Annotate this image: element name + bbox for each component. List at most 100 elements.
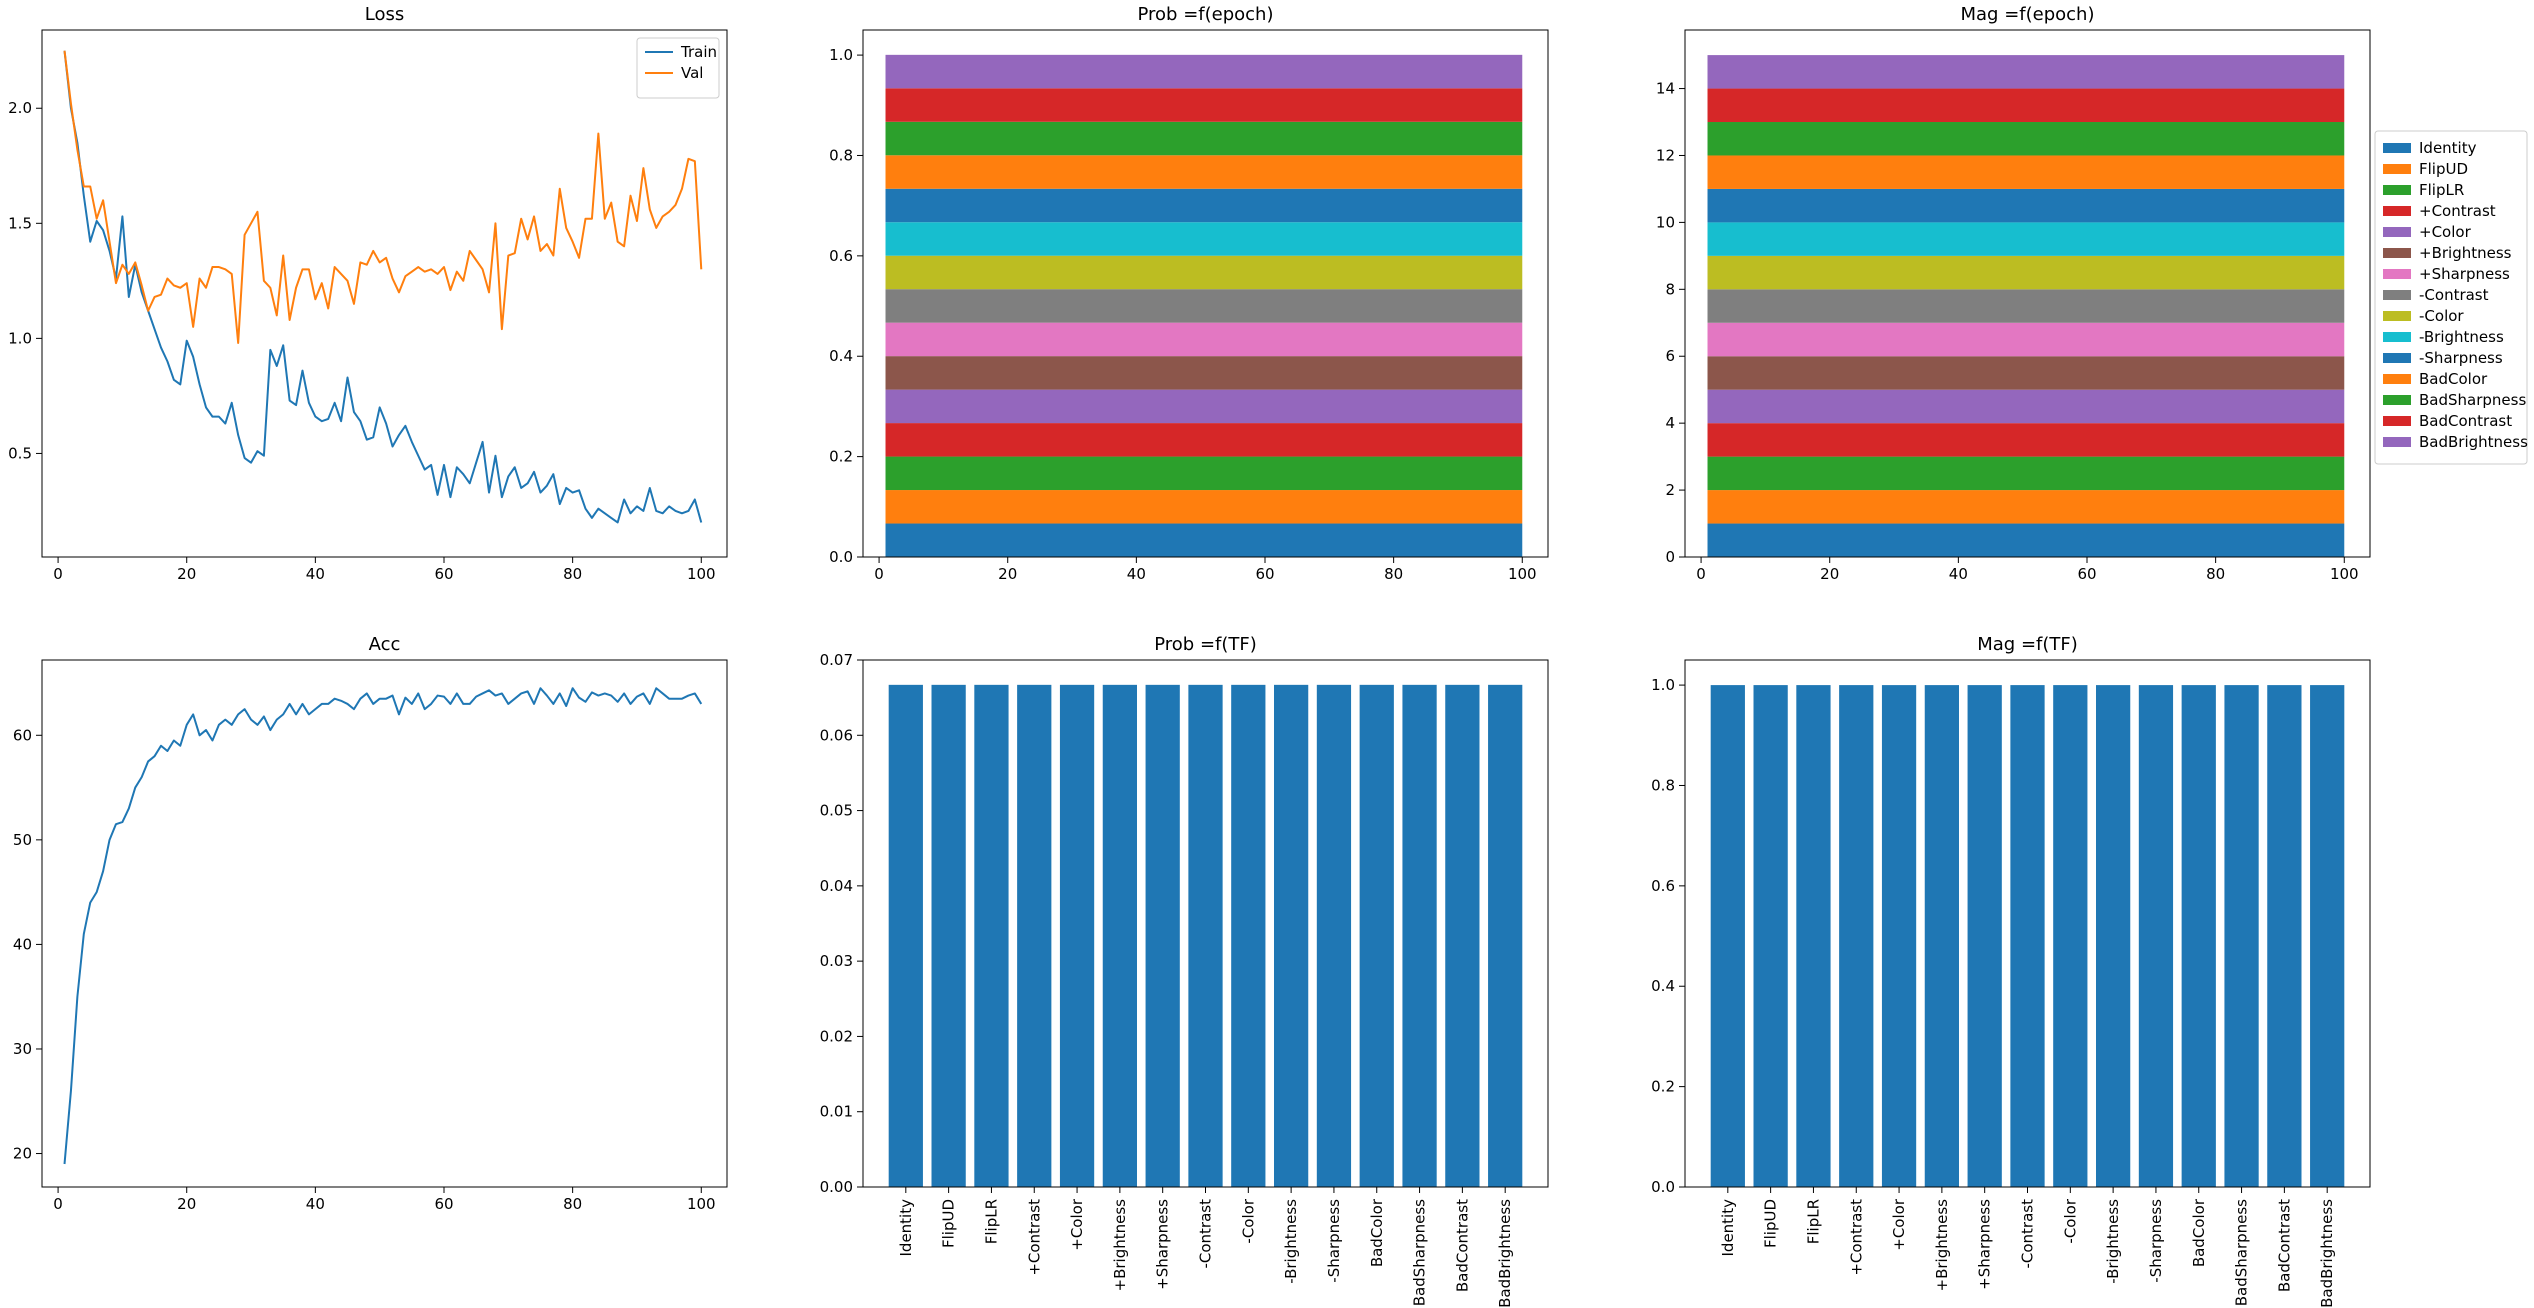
- y-tick-label: 1.0: [8, 329, 32, 347]
- x-tick-label: 20: [1820, 565, 1839, 583]
- y-tick-label: 0.02: [820, 1027, 853, 1045]
- x-tick-label: 100: [687, 1195, 716, 1213]
- y-tick-label: 60: [13, 726, 32, 744]
- x-tick-label: 80: [2206, 565, 2225, 583]
- series-line-train: [63, 50, 703, 524]
- y-tick-label: 0.8: [1651, 776, 1675, 794]
- y-tick-label: 0.0: [829, 548, 853, 566]
- axes-frame: [1684, 29, 2371, 558]
- y-tick-label: 0.06: [820, 726, 853, 744]
- x-tick-label: -Contrast: [1197, 1199, 1215, 1269]
- bar: [1402, 684, 1437, 1187]
- y-tick-label: 0.6: [829, 247, 853, 265]
- y-tick-label: 10: [1656, 213, 1675, 231]
- stack-layer-plus-sharpness: [1707, 322, 2345, 357]
- x-tick-label: -Sharpness: [1325, 1199, 1343, 1283]
- y-tick-label: 30: [13, 1040, 32, 1058]
- bar: [931, 684, 966, 1187]
- stack-layer-badcolor: [1707, 155, 2345, 189]
- legend-label: BadContrast: [2419, 412, 2512, 430]
- legend-label-train: Train: [680, 43, 717, 61]
- x-tick-label: BadColor: [2190, 1198, 2208, 1267]
- y-tick-label: 50: [13, 831, 32, 849]
- x-tick-label: -Sharpness: [2147, 1199, 2165, 1283]
- y-tick-label: 0.0: [1651, 1178, 1675, 1196]
- bar: [2138, 685, 2174, 1187]
- stack-layer-plus-color: [885, 389, 1523, 424]
- plot-area: [1707, 55, 2345, 557]
- y-tick-label: 0.8: [829, 146, 853, 164]
- chart-acc: Acc 20 30 40 50 60 0 20 40 60 80 100: [13, 634, 728, 1213]
- bar: [1839, 685, 1874, 1187]
- x-tick-label: 0: [1696, 565, 1706, 583]
- chart-prob_tf: Prob =f(TF) 0.00 0.01 0.02 0.03 0.04 0.05 0.06 0…: [820, 634, 1549, 1308]
- x-tick-label: BadBrightness: [1496, 1199, 1514, 1308]
- chart-title: Acc: [369, 634, 401, 655]
- legend-swatch: [2383, 164, 2411, 174]
- x-tick-label: +Contrast: [1025, 1199, 1043, 1276]
- legend-label: -Sharpness: [2419, 349, 2503, 367]
- stack-layer-minus-contrast: [1707, 289, 2345, 323]
- stack-layer-badsharpness: [1707, 122, 2345, 156]
- stack-layer-plus-contrast: [1707, 423, 2345, 457]
- y-tick-label: 0.5: [8, 444, 32, 462]
- plot-area: [1710, 685, 2345, 1187]
- bar: [1231, 684, 1266, 1187]
- stack-layer-fliplr: [1707, 456, 2345, 491]
- bar: [2096, 685, 2131, 1187]
- x-tick-label: -Color: [1239, 1198, 1257, 1243]
- chart-mag_epoch: Mag =f(epoch) 0 2 4 6 8 10 12 14 0 20 40 60 80 100: [1656, 4, 2371, 583]
- stack-layer-minus-contrast: [885, 289, 1523, 323]
- y-tick-label: 0.05: [820, 802, 853, 820]
- legend-label: -Color: [2419, 307, 2464, 325]
- legend-label: +Brightness: [2419, 244, 2512, 262]
- bar: [1881, 685, 1917, 1187]
- y-tick-label: 12: [1656, 146, 1675, 164]
- legend-swatch: [2383, 437, 2411, 447]
- bar: [2310, 685, 2345, 1187]
- bar: [1188, 684, 1223, 1187]
- x-tick-label: BadContrast: [2275, 1199, 2293, 1292]
- bar: [2053, 685, 2088, 1187]
- transform-legend: Identity FlipUD FlipLR +Contrast +Color +Brig…: [2374, 130, 2528, 465]
- stack-layer-badsharpness: [885, 121, 1523, 156]
- stack-layer-fliplr: [885, 456, 1523, 491]
- y-tick-label: 0.4: [829, 347, 853, 365]
- x-tick-label: +Contrast: [1847, 1199, 1865, 1276]
- chart-title: Mag =f(TF): [1977, 634, 2078, 655]
- legend-label: BadColor: [2419, 370, 2488, 388]
- legend-swatch: [2383, 143, 2411, 153]
- legend-label: +Contrast: [2419, 202, 2496, 220]
- legend-label-val: Val: [681, 64, 703, 82]
- y-tick-label: 0.07: [820, 651, 853, 669]
- bar: [2224, 685, 2259, 1187]
- stack-layer-badcontrast: [1707, 88, 2345, 123]
- y-tick-label: 1.0: [1651, 676, 1675, 694]
- legend-label: Identity: [2419, 139, 2477, 157]
- legend-swatch: [2383, 185, 2411, 195]
- legend-label: BadBrightness: [2419, 433, 2528, 451]
- legend-label: -Contrast: [2419, 286, 2489, 304]
- x-tick-label: 20: [998, 565, 1017, 583]
- stack-layer-flipud: [1707, 490, 2345, 524]
- y-tick-label: 0.00: [820, 1178, 853, 1196]
- legend-swatch: [2383, 206, 2411, 216]
- x-tick-label: BadSharpness: [2233, 1199, 2251, 1306]
- x-tick-label: +Brightness: [1111, 1199, 1129, 1292]
- bar: [1796, 685, 1831, 1187]
- y-tick-label: 20: [13, 1145, 32, 1163]
- y-tick-label: 4: [1665, 414, 1675, 432]
- x-tick-label: 60: [434, 565, 453, 583]
- y-tick-label: 2.0: [8, 99, 32, 117]
- bar: [1017, 684, 1052, 1187]
- legend-swatch: [2383, 416, 2411, 426]
- legend-label: +Color: [2419, 223, 2472, 241]
- x-tick-label: 40: [306, 1195, 325, 1213]
- plot-area: [885, 54, 1523, 557]
- stack-layer-plus-contrast: [885, 423, 1523, 457]
- x-tick-label: 100: [1508, 565, 1537, 583]
- legend-swatch: [2383, 374, 2411, 384]
- bar: [2181, 685, 2216, 1187]
- bar: [1102, 684, 1137, 1187]
- plot-area: [63, 50, 703, 524]
